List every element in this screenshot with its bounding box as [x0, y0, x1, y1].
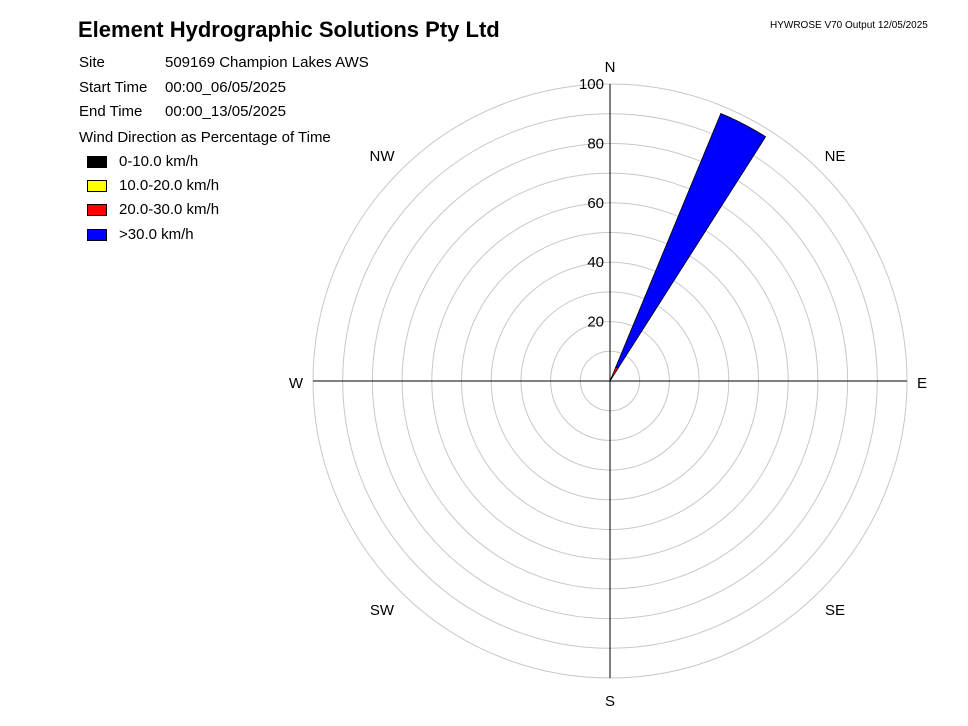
site-value: 509169 Champion Lakes AWS	[165, 54, 369, 71]
legend-item-20-30: 20.0-30.0 km/h	[87, 201, 219, 218]
direction-label-sw: SW	[370, 602, 395, 619]
legend-swatch-over-30	[87, 228, 107, 241]
legend-item-10-20: 10.0-20.0 km/h	[87, 177, 219, 194]
direction-label-se: SE	[825, 602, 845, 619]
radial-tick-80: 80	[587, 135, 604, 152]
radial-tick-100: 100	[579, 76, 604, 93]
version-output-label: HYWROSE V70 Output 12/05/2025	[770, 20, 928, 31]
legend-label-over-30: >30.0 km/h	[119, 226, 194, 243]
direction-labels: N NE E SE S SW W NW	[289, 59, 927, 710]
direction-label-nw: NW	[370, 148, 396, 165]
direction-label-ne: NE	[825, 148, 846, 165]
end-time-value: 00:00_13/05/2025	[165, 103, 286, 120]
legend-label-10-20: 10.0-20.0 km/h	[119, 177, 220, 194]
radial-tick-20: 20	[587, 314, 604, 331]
radial-tick-labels: 20 40 60 80 100	[579, 76, 604, 331]
site-label: Site	[79, 54, 105, 71]
start-time-value: 00:00_06/05/2025	[165, 79, 286, 96]
sector-0-segment-3	[615, 112, 767, 370]
radial-tick-40: 40	[587, 254, 604, 271]
end-time-row: End Time 00:00_13/05/2025	[79, 103, 286, 120]
start-time-row: Start Time 00:00_06/05/2025	[79, 79, 286, 96]
legend-swatch-10-20	[87, 179, 107, 192]
direction-label-w: W	[289, 375, 304, 392]
start-time-label: Start Time	[79, 79, 148, 96]
sector-0-segment-2	[610, 366, 619, 380]
chart-subtitle: Wind Direction as Percentage of Time	[79, 129, 331, 146]
company-title: Element Hydrographic Solutions Pty Ltd	[78, 17, 500, 42]
legend-item-over-30: >30.0 km/h	[87, 226, 194, 243]
radial-tick-60: 60	[587, 195, 604, 212]
direction-label-e: E	[917, 375, 927, 392]
direction-label-s: S	[605, 693, 615, 710]
legend-swatch-20-30	[87, 203, 107, 216]
legend-label-0-10: 0-10.0 km/h	[119, 153, 199, 170]
legend-item-0-10: 0-10.0 km/h	[87, 153, 198, 170]
direction-label-n: N	[605, 59, 616, 76]
wind-sectors	[609, 112, 767, 382]
site-row: Site 509169 Champion Lakes AWS	[79, 54, 369, 71]
legend-swatch-0-10	[87, 155, 107, 168]
end-time-label: End Time	[79, 103, 143, 120]
legend-label-20-30: 20.0-30.0 km/h	[119, 201, 220, 218]
